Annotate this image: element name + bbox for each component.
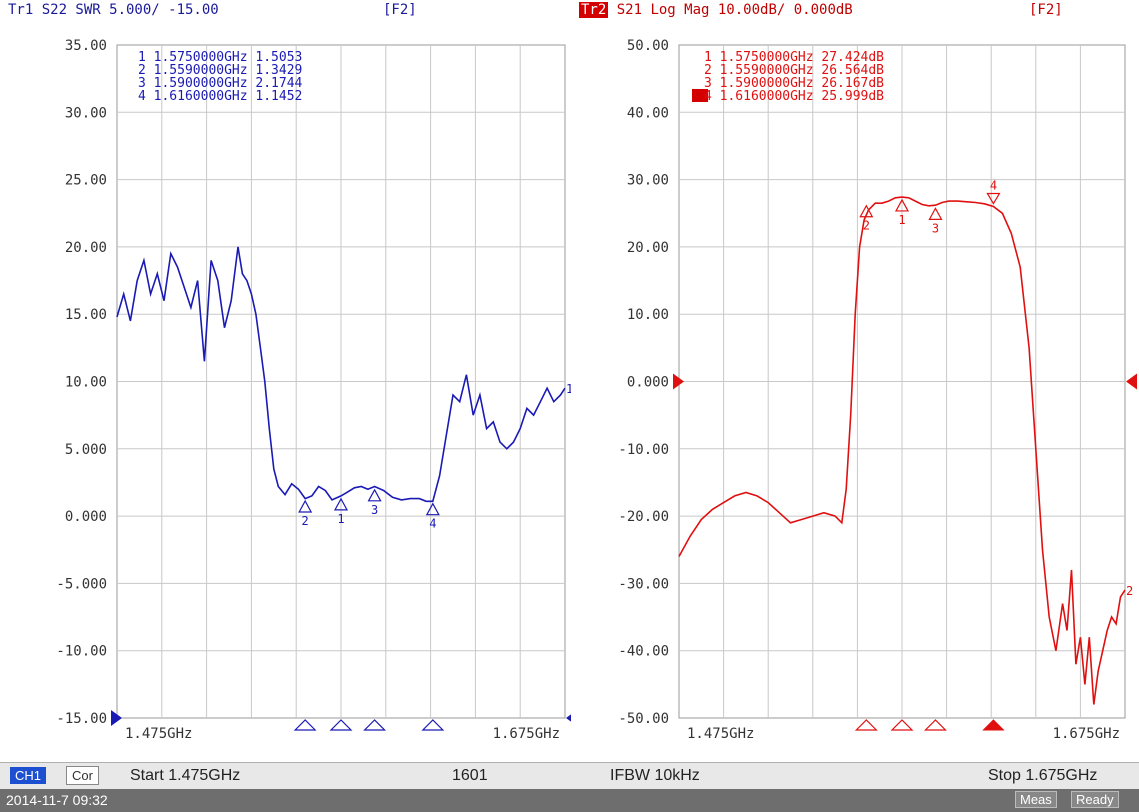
- trace-line: [678, 196, 1126, 705]
- trace1-panel: Tr1 S22 SWR 5.000/ -15.00 [F2] 35.00 30.0…: [0, 0, 577, 760]
- y-tick-label: 20.00: [627, 240, 669, 256]
- y-tick-label: 15.00: [65, 307, 107, 323]
- y-tick-label: -10.00: [56, 644, 107, 660]
- reference-arrow-left[interactable]: [111, 710, 122, 726]
- x-start-label: 1.475GHz: [687, 726, 754, 742]
- trace1-function-key[interactable]: [F2]: [383, 2, 417, 18]
- stimulus-marker[interactable]: [421, 719, 445, 731]
- marker-readout[interactable]: 3 1.5900000GHz 26.167dB: [704, 76, 884, 91]
- y-tick-label: -5.000: [56, 576, 107, 592]
- trace-marker[interactable]: [986, 192, 1001, 205]
- trace-marker[interactable]: [333, 497, 349, 511]
- y-tick-label: -40.00: [618, 644, 669, 660]
- trace-marker-label: 3: [371, 503, 378, 517]
- trace-marker[interactable]: [859, 204, 874, 218]
- active-marker-badge[interactable]: [692, 89, 708, 102]
- trace-marker-label: 2: [863, 219, 870, 233]
- trace-line: [116, 246, 566, 503]
- y-tick-label: -50.00: [618, 711, 669, 727]
- stop-frequency[interactable]: Stop 1.675GHz: [988, 767, 1098, 784]
- stimulus-marker[interactable]: [363, 719, 387, 731]
- footer-bar: 2014-11-7 09:32 Meas Ready: [0, 789, 1139, 812]
- grid: [117, 45, 565, 718]
- if-bandwidth[interactable]: IFBW 10kHz: [610, 767, 700, 784]
- meas-indicator[interactable]: Meas: [1015, 791, 1057, 808]
- start-frequency[interactable]: Start 1.475GHz: [130, 767, 241, 784]
- y-tick-label: -15.00: [56, 711, 107, 727]
- x-stop-label: 1.675GHz: [1053, 726, 1120, 742]
- trace-marker-label: 4: [429, 517, 436, 531]
- stimulus-marker[interactable]: [854, 719, 878, 731]
- marker-readout[interactable]: 4 1.6160000GHz 1.1452: [138, 89, 302, 104]
- x-stop-label: 1.675GHz: [493, 726, 560, 742]
- stimulus-marker[interactable]: [293, 719, 317, 731]
- trace2-function-key[interactable]: [F2]: [1029, 2, 1063, 18]
- y-tick-label: 20.00: [65, 240, 107, 256]
- trace2-chart[interactable]: 50.00 40.00 30.00 20.00 10.00 0.000 -10.00 -20.…: [571, 0, 1139, 760]
- sweep-points[interactable]: 1601: [452, 767, 488, 784]
- ready-indicator: Ready: [1071, 791, 1119, 808]
- stimulus-marker[interactable]: [329, 719, 353, 731]
- y-tick-label: -10.00: [618, 442, 669, 458]
- y-tick-label: -30.00: [618, 576, 669, 592]
- y-tick-label: 35.00: [65, 38, 107, 54]
- grid: [679, 45, 1125, 718]
- trace-marker[interactable]: [367, 488, 382, 502]
- stimulus-marker[interactable]: [890, 719, 914, 731]
- trace2-header-text: S21 Log Mag 10.00dB/ 0.000dB: [608, 2, 853, 18]
- stimulus-marker[interactable]: [924, 719, 947, 731]
- y-tick-label: 0.000: [65, 509, 107, 525]
- x-start-label: 1.475GHz: [125, 726, 192, 742]
- trace-marker-label: 1: [898, 213, 905, 227]
- trace-marker-label: 4: [990, 179, 997, 193]
- trace-marker[interactable]: [298, 499, 313, 513]
- y-tick-label: 10.00: [627, 307, 669, 323]
- marker-readout[interactable]: 2 1.5590000GHz 26.564dB: [704, 63, 884, 78]
- y-tick-label: 40.00: [627, 105, 669, 121]
- marker-readout[interactable]: 3 1.5900000GHz 2.1744: [138, 76, 303, 91]
- trace-marker-label: 3: [932, 221, 939, 235]
- trace1-header[interactable]: Tr1 S22 SWR 5.000/ -15.00: [8, 2, 219, 18]
- channel-status-bar: CH1 Cor Start 1.475GHz 1601 IFBW 10kHz S…: [0, 762, 1139, 789]
- reference-arrow-right[interactable]: [1126, 373, 1137, 390]
- y-tick-label: -20.00: [618, 509, 669, 525]
- y-tick-label: 30.00: [627, 173, 669, 189]
- trace-marker[interactable]: [425, 502, 440, 516]
- trace-marker-label: 1: [337, 512, 344, 526]
- marker-readout[interactable]: 4 1.6160000GHz 25.999dB: [704, 89, 884, 104]
- y-tick-label: 50.00: [627, 38, 669, 54]
- y-tick-label: 25.00: [65, 173, 107, 189]
- trace-marker-label: 2: [302, 514, 309, 528]
- trace-end-label: 1: [566, 382, 571, 396]
- timestamp: 2014-11-7 09:32: [6, 792, 108, 808]
- correction-button[interactable]: Cor: [66, 766, 99, 785]
- y-tick-label: 5.000: [65, 442, 107, 458]
- trace-marker[interactable]: [928, 207, 943, 220]
- trace-marker[interactable]: [894, 198, 910, 212]
- y-tick-label: 30.00: [65, 105, 107, 121]
- marker-readout[interactable]: 1 1.5750000GHz 1.5053: [138, 50, 302, 65]
- reference-arrow-left[interactable]: [673, 373, 684, 390]
- y-tick-label: 10.00: [65, 375, 107, 391]
- trace2-badge[interactable]: Tr2: [579, 2, 609, 18]
- marker-readout[interactable]: 1 1.5750000GHz 27.424dB: [704, 50, 884, 65]
- y-tick-label: 0.000: [627, 375, 669, 391]
- channel-button[interactable]: CH1: [10, 767, 47, 784]
- marker-readout[interactable]: 2 1.5590000GHz 1.3429: [138, 63, 302, 78]
- stimulus-marker[interactable]: [982, 719, 1005, 731]
- trace-end-label: 2: [1126, 584, 1133, 598]
- trace2-header[interactable]: Tr2 S21 Log Mag 10.00dB/ 0.000dB: [579, 2, 853, 22]
- trace2-panel: Tr2 S21 Log Mag 10.00dB/ 0.000dB [F2] 50…: [571, 0, 1139, 760]
- trace1-chart[interactable]: 35.00 30.00 25.00 20.00 15.00 10.00 5.000 0.000…: [0, 0, 577, 760]
